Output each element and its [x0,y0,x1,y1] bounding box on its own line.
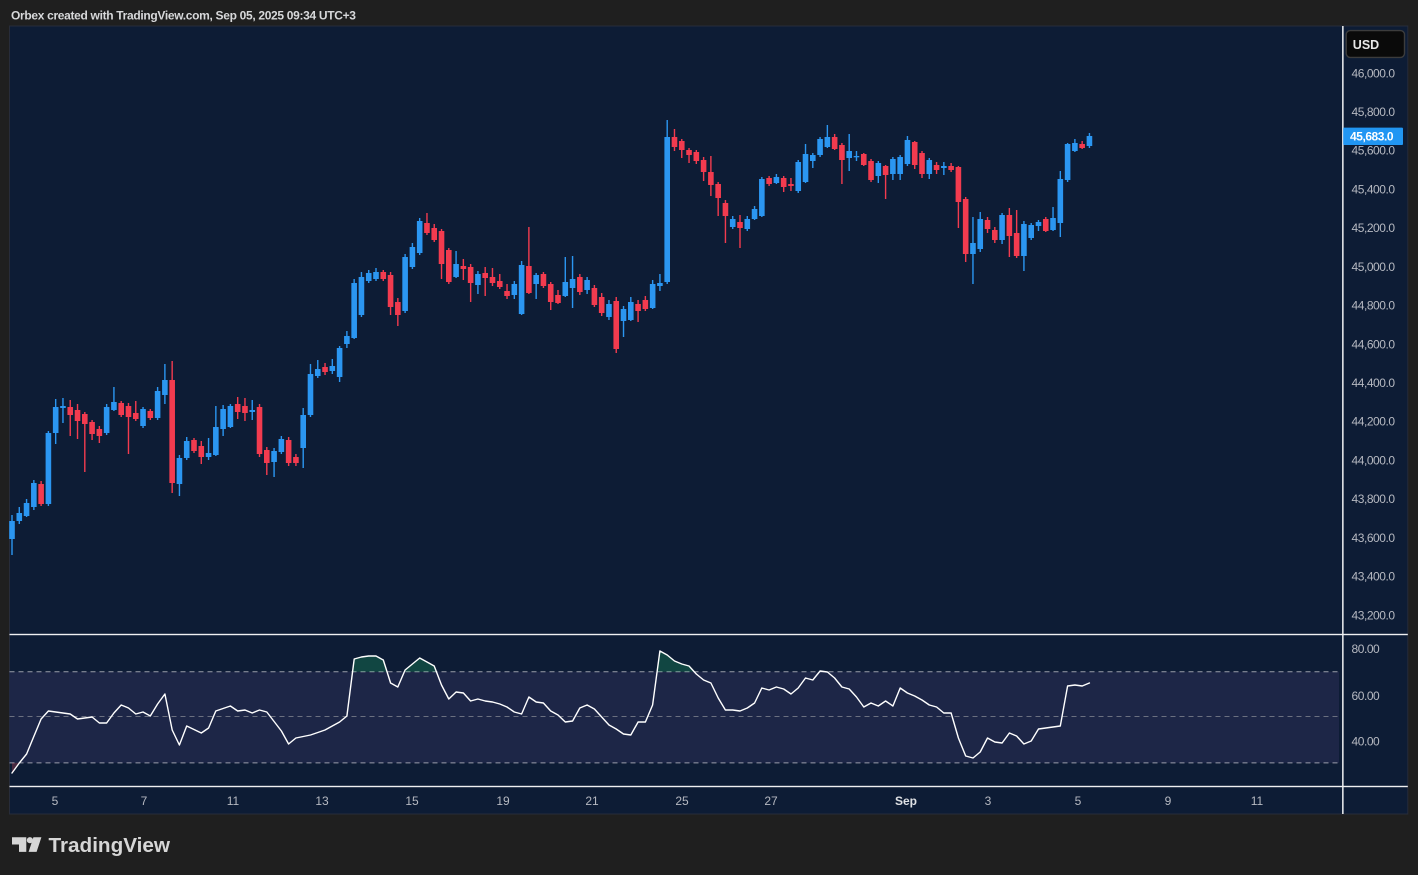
svg-text:3: 3 [985,794,992,808]
svg-text:45,400.0: 45,400.0 [1352,182,1396,196]
svg-text:46,000.0: 46,000.0 [1352,66,1396,80]
svg-text:43,400.0: 43,400.0 [1352,570,1396,584]
svg-text:Sep: Sep [895,794,917,808]
svg-text:27: 27 [764,794,778,808]
svg-text:19: 19 [496,794,510,808]
svg-text:9: 9 [1165,794,1172,808]
svg-text:44,600.0: 44,600.0 [1352,337,1396,351]
svg-text:44,400.0: 44,400.0 [1352,376,1396,390]
svg-text:60.00: 60.00 [1352,689,1381,703]
svg-text:45,600.0: 45,600.0 [1352,144,1396,158]
svg-text:5: 5 [1075,794,1082,808]
svg-text:15: 15 [405,794,419,808]
svg-text:45,200.0: 45,200.0 [1352,221,1396,235]
svg-text:44,800.0: 44,800.0 [1352,299,1396,313]
svg-text:21: 21 [585,794,599,808]
svg-text:TradingView: TradingView [49,834,171,857]
svg-text:80.00: 80.00 [1352,642,1381,656]
svg-text:44,200.0: 44,200.0 [1352,415,1396,429]
svg-text:45,800.0: 45,800.0 [1352,105,1396,119]
svg-text:7: 7 [141,794,148,808]
svg-text:USD: USD [1353,38,1379,52]
svg-text:13: 13 [315,794,329,808]
svg-text:Orbex created with TradingView: Orbex created with TradingView.com, Sep … [11,9,356,23]
svg-text:40.00: 40.00 [1352,734,1381,748]
svg-text:25: 25 [675,794,689,808]
svg-text:44,000.0: 44,000.0 [1352,453,1396,467]
svg-text:43,800.0: 43,800.0 [1352,492,1396,506]
svg-text:11: 11 [227,794,240,808]
svg-text:43,200.0: 43,200.0 [1352,608,1396,622]
svg-text:45,000.0: 45,000.0 [1352,260,1396,274]
svg-text:11: 11 [1251,794,1264,808]
svg-text:43,600.0: 43,600.0 [1352,531,1396,545]
svg-text:5: 5 [52,794,59,808]
svg-text:45,683.0: 45,683.0 [1350,130,1394,144]
